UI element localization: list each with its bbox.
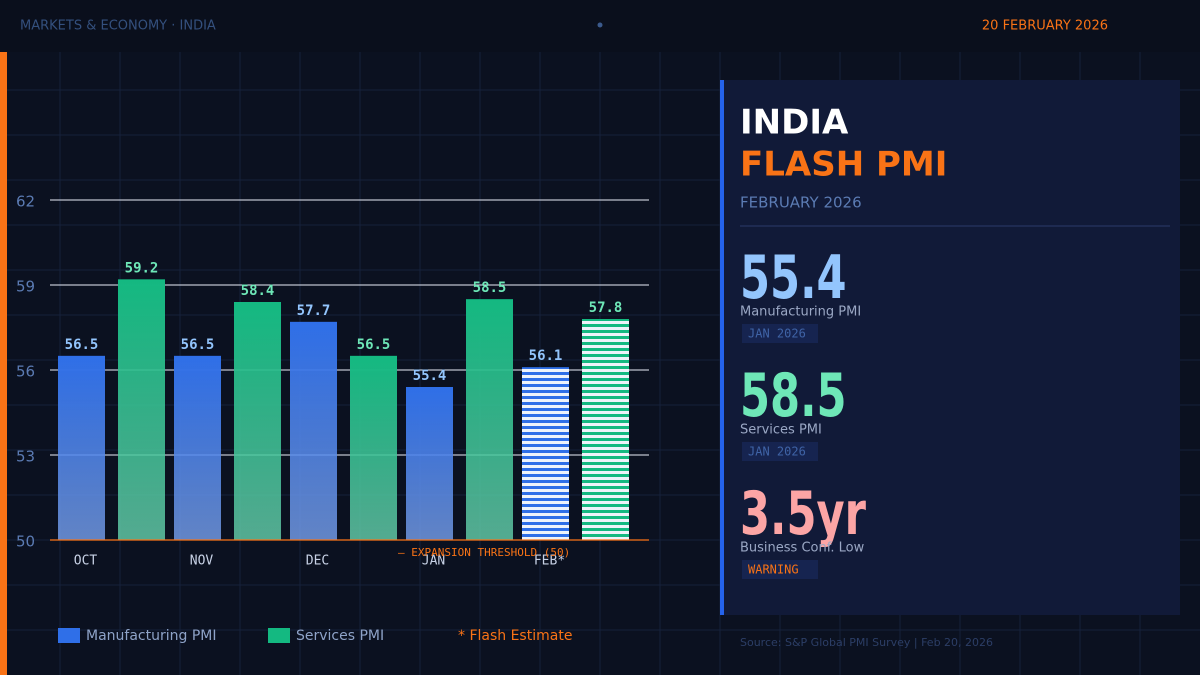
y-tick-label: 59 <box>16 278 35 296</box>
x-tick-label: JAN <box>422 554 445 569</box>
header-dot <box>597 22 603 28</box>
x-tick-label: OCT <box>74 554 98 569</box>
legend-swatch <box>58 628 80 643</box>
value-label: 56.1 <box>529 348 563 364</box>
value-label: 57.8 <box>589 300 623 316</box>
value-label: 58.4 <box>241 283 275 299</box>
metric-label: Manufacturing PMI <box>740 305 861 320</box>
value-label: 59.2 <box>125 260 159 276</box>
legend-note: * Flash Estimate <box>458 628 572 644</box>
accent-stripe <box>0 52 7 675</box>
metric-label: Services PMI <box>740 423 822 438</box>
y-tick-label: 50 <box>16 533 35 551</box>
y-tick-label: 53 <box>16 448 35 466</box>
x-tick-label: FEB* <box>534 554 565 569</box>
header-date: 20 FEBRUARY 2026 <box>982 19 1108 34</box>
header-section: MARKETS & ECONOMY · INDIA <box>20 19 216 34</box>
value-label: 56.5 <box>181 337 215 353</box>
metric-value: 55.4 <box>740 243 847 313</box>
metric-tag-bg <box>742 560 818 579</box>
panel <box>720 80 1180 615</box>
panel-period: FEBRUARY 2026 <box>740 194 862 212</box>
panel-title: INDIA <box>740 103 849 143</box>
metric-value: 58.5 <box>740 361 847 431</box>
x-tick-label: DEC <box>306 554 329 569</box>
x-tick-label: NOV <box>190 554 214 569</box>
y-tick-label: 56 <box>16 363 35 381</box>
metric-tag-bg <box>742 442 818 461</box>
bar <box>582 319 629 540</box>
metric-tag-bg <box>742 324 818 343</box>
metric-tag: WARNING <box>748 563 799 577</box>
y-tick-label: 62 <box>16 193 35 211</box>
metric-tag: JAN 2026 <box>748 445 806 459</box>
metric-value: 3.5yr <box>740 479 866 549</box>
value-label: 58.5 <box>473 280 507 296</box>
metric-tag: JAN 2026 <box>748 327 806 341</box>
metric-label: Business Conf. Low <box>740 541 865 556</box>
legend-swatch <box>268 628 290 643</box>
source: Source: S&P Global PMI Survey | Feb 20, … <box>740 636 993 649</box>
panel-subtitle: FLASH PMI <box>740 145 947 185</box>
bar <box>522 367 569 540</box>
value-label: 57.7 <box>297 303 331 319</box>
legend-label: Manufacturing PMI <box>86 628 216 644</box>
legend-label: Services PMI <box>296 628 384 644</box>
value-label: 56.5 <box>65 337 99 353</box>
value-label: 55.4 <box>413 368 447 384</box>
threshold-annotation: — EXPANSION THRESHOLD (50) <box>398 546 570 559</box>
value-label: 56.5 <box>357 337 391 353</box>
panel-accent <box>720 80 724 615</box>
